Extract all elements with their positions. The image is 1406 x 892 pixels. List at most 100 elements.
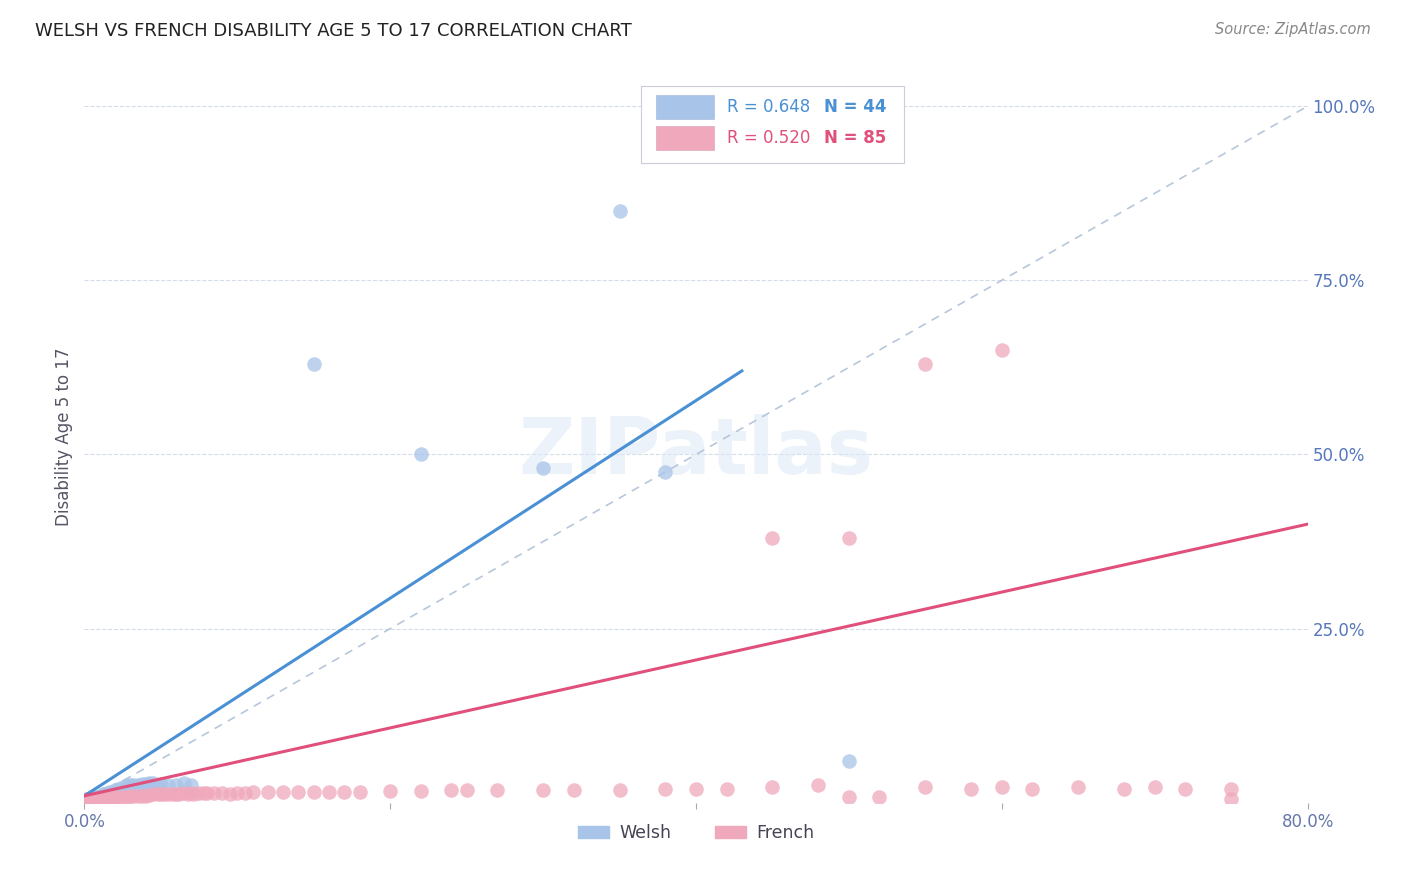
Point xyxy=(84,789,107,804)
FancyBboxPatch shape xyxy=(641,86,904,163)
Point xyxy=(1114,781,1136,796)
Point xyxy=(761,531,783,545)
Point xyxy=(180,778,202,792)
Point xyxy=(127,778,149,792)
Legend: Welsh, French: Welsh, French xyxy=(571,817,821,849)
Point xyxy=(86,790,108,805)
Point xyxy=(609,782,631,797)
Point xyxy=(914,780,936,795)
Point xyxy=(173,776,195,790)
Point xyxy=(1220,781,1243,796)
Point xyxy=(146,788,169,802)
Point xyxy=(90,789,112,803)
Point xyxy=(318,785,340,799)
Point xyxy=(87,792,110,806)
Point xyxy=(165,778,187,792)
Point xyxy=(838,790,860,805)
Point xyxy=(1021,781,1043,796)
Point xyxy=(193,786,215,800)
Text: ZIPatlas: ZIPatlas xyxy=(519,414,873,490)
Point xyxy=(77,792,100,806)
Point xyxy=(685,781,707,796)
Point xyxy=(83,791,105,805)
Point xyxy=(149,777,172,791)
Point xyxy=(562,782,585,797)
Point xyxy=(127,789,149,803)
Text: R = 0.648: R = 0.648 xyxy=(727,98,810,116)
FancyBboxPatch shape xyxy=(655,95,714,119)
Point xyxy=(349,785,371,799)
Point xyxy=(76,792,98,806)
Point xyxy=(456,783,478,797)
Point xyxy=(838,531,860,545)
Point xyxy=(716,781,738,796)
Point xyxy=(142,776,165,790)
Point xyxy=(89,792,111,806)
Point xyxy=(87,789,110,804)
FancyBboxPatch shape xyxy=(655,126,714,150)
Point xyxy=(149,788,172,802)
Point xyxy=(486,783,509,797)
Point xyxy=(807,778,830,792)
Text: N = 44: N = 44 xyxy=(824,98,887,116)
Point xyxy=(80,792,103,806)
Point xyxy=(86,792,108,806)
Point xyxy=(120,789,142,803)
Point xyxy=(153,787,176,801)
Point xyxy=(76,792,98,806)
Point xyxy=(1174,781,1197,796)
Point xyxy=(211,786,233,800)
Point xyxy=(869,790,891,805)
Point xyxy=(1143,780,1166,795)
Point xyxy=(302,785,325,799)
Point xyxy=(167,787,190,801)
Point xyxy=(120,778,142,792)
Point xyxy=(83,791,105,805)
Point xyxy=(188,786,211,800)
Point xyxy=(142,788,165,802)
Point xyxy=(111,789,134,804)
Text: WELSH VS FRENCH DISABILITY AGE 5 TO 17 CORRELATION CHART: WELSH VS FRENCH DISABILITY AGE 5 TO 17 C… xyxy=(35,22,631,40)
Point xyxy=(80,791,103,805)
Point xyxy=(96,787,118,801)
Point xyxy=(654,465,676,479)
Text: R = 0.520: R = 0.520 xyxy=(727,129,810,147)
Point xyxy=(409,448,432,462)
Point xyxy=(77,792,100,806)
Point xyxy=(914,357,936,371)
Point xyxy=(146,778,169,792)
Point xyxy=(218,787,240,801)
Point xyxy=(165,787,187,801)
Point xyxy=(180,786,202,800)
Point xyxy=(157,787,180,801)
Point xyxy=(609,203,631,218)
Point xyxy=(233,786,256,800)
Point xyxy=(101,785,124,799)
Point xyxy=(157,778,180,792)
Point xyxy=(287,785,309,799)
Point xyxy=(79,791,101,805)
Point xyxy=(135,789,157,803)
Point xyxy=(654,781,676,796)
Point xyxy=(202,786,225,800)
Point xyxy=(83,792,105,806)
Point xyxy=(86,791,108,805)
Point xyxy=(91,791,114,805)
Point xyxy=(96,791,118,805)
Point xyxy=(80,792,103,806)
Point xyxy=(104,783,127,797)
Point xyxy=(257,785,280,799)
Point xyxy=(122,778,145,792)
Point xyxy=(89,789,111,803)
Point xyxy=(380,784,402,798)
Point xyxy=(409,784,432,798)
Point xyxy=(111,780,134,795)
Point xyxy=(991,780,1014,795)
Point xyxy=(84,792,107,806)
Point xyxy=(440,783,463,797)
Point xyxy=(138,776,160,790)
Point xyxy=(333,785,356,799)
Text: N = 85: N = 85 xyxy=(824,129,887,147)
Point xyxy=(302,357,325,371)
Point xyxy=(135,777,157,791)
